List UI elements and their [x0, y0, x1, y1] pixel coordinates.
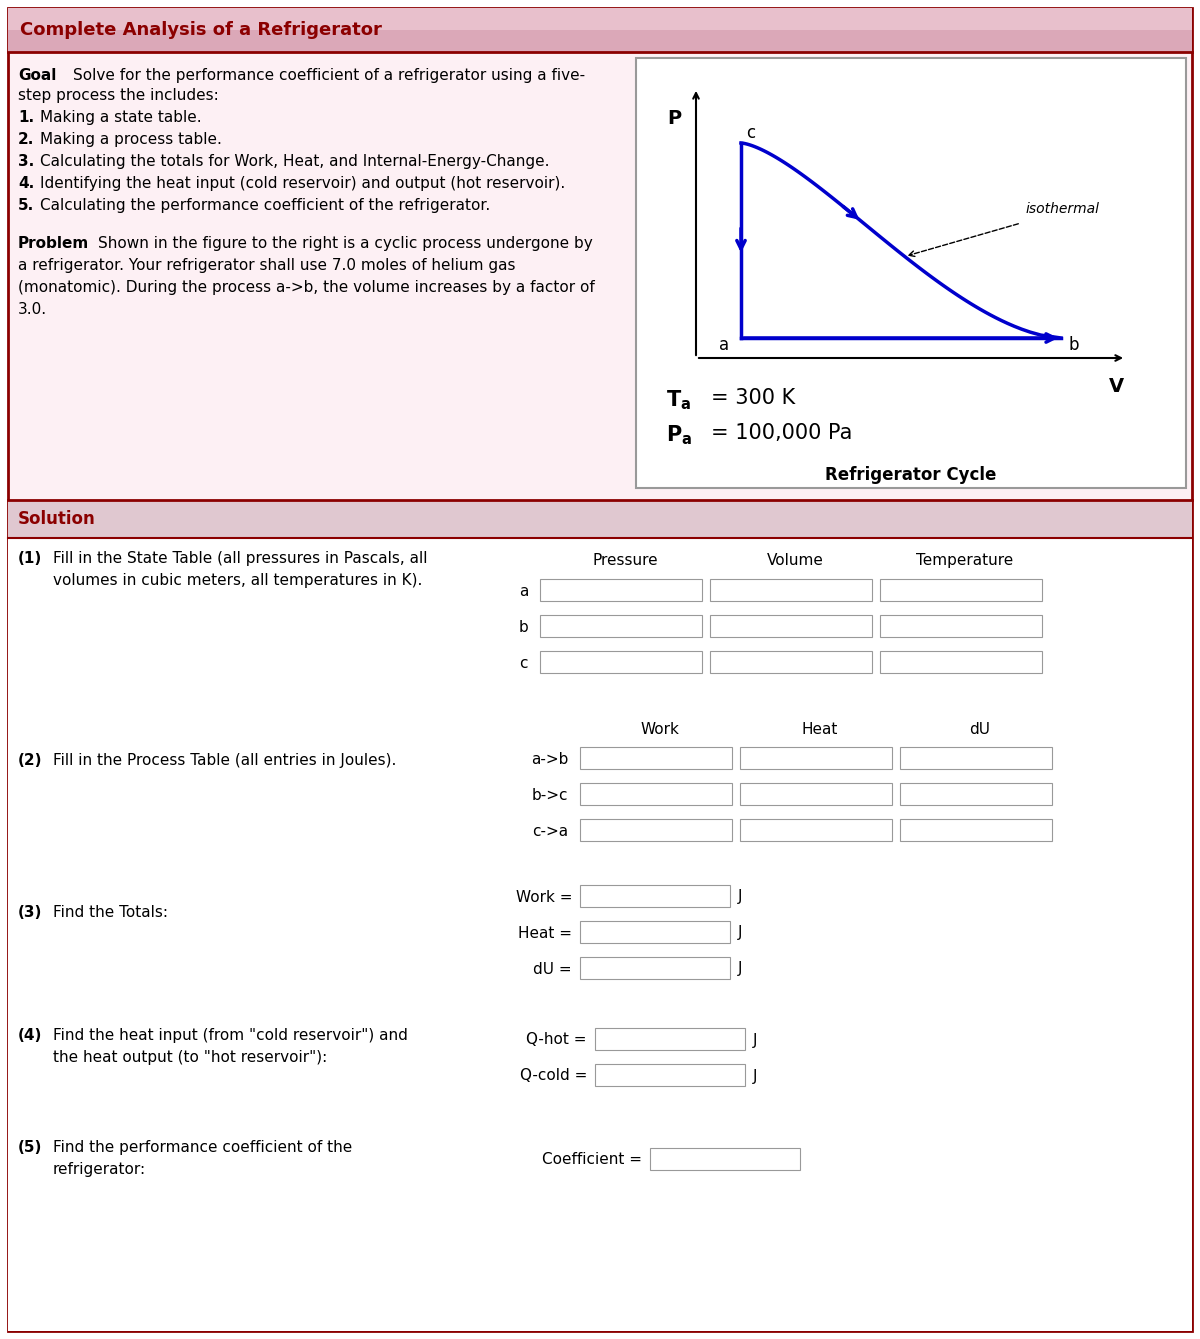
Text: Q-cold =: Q-cold = — [520, 1069, 587, 1083]
Text: the heat output (to "hot reservoir"):: the heat output (to "hot reservoir"): — [53, 1050, 328, 1065]
Bar — [540, 651, 702, 674]
Text: a->b: a->b — [530, 751, 568, 766]
Bar — [580, 747, 732, 769]
Text: a: a — [719, 336, 730, 353]
Bar — [580, 957, 730, 979]
Text: (2): (2) — [18, 753, 42, 769]
Text: Shown in the figure to the right is a cyclic process undergone by: Shown in the figure to the right is a cy… — [98, 236, 593, 250]
Bar — [740, 747, 892, 769]
Text: J: J — [754, 1069, 757, 1083]
Text: Problem: Problem — [18, 236, 89, 250]
Text: (3): (3) — [18, 905, 42, 920]
Text: (1): (1) — [18, 552, 42, 566]
Text: 2.: 2. — [18, 133, 35, 147]
Text: b: b — [1069, 336, 1080, 353]
Text: c: c — [746, 125, 755, 142]
Text: b->c: b->c — [532, 787, 568, 802]
Bar — [880, 651, 1042, 674]
Bar — [580, 783, 732, 805]
Text: (5): (5) — [18, 1139, 42, 1156]
Bar — [595, 1065, 745, 1086]
Text: c: c — [520, 656, 528, 671]
Bar — [8, 499, 1192, 538]
Text: a: a — [518, 584, 528, 599]
Bar — [580, 921, 730, 943]
Text: = 300 K: = 300 K — [710, 388, 796, 408]
Text: Heat =: Heat = — [518, 925, 572, 940]
Text: refrigerator:: refrigerator: — [53, 1162, 146, 1177]
Text: dU =: dU = — [533, 961, 572, 976]
Text: c->a: c->a — [532, 823, 568, 838]
Text: 1.: 1. — [18, 110, 34, 125]
Text: Refrigerator Cycle: Refrigerator Cycle — [826, 466, 997, 483]
Bar — [880, 578, 1042, 601]
Text: Calculating the performance coefficient of the refrigerator.: Calculating the performance coefficient … — [40, 198, 491, 213]
Bar — [710, 578, 872, 601]
Bar — [8, 538, 1192, 1331]
Text: (4): (4) — [18, 1028, 42, 1043]
Text: Pressure: Pressure — [592, 553, 658, 568]
Bar — [740, 783, 892, 805]
Text: Temperature: Temperature — [917, 553, 1014, 568]
Bar — [580, 819, 732, 841]
Text: Calculating the totals for Work, Heat, and Internal-Energy-Change.: Calculating the totals for Work, Heat, a… — [40, 154, 550, 169]
Text: dU: dU — [970, 722, 990, 736]
Bar — [8, 8, 1192, 29]
Text: P: P — [667, 108, 682, 127]
Text: J: J — [738, 961, 743, 976]
Text: 3.0.: 3.0. — [18, 303, 47, 317]
Text: b: b — [518, 620, 528, 635]
Text: isothermal: isothermal — [1026, 202, 1100, 216]
Bar — [710, 615, 872, 637]
Text: Complete Analysis of a Refrigerator: Complete Analysis of a Refrigerator — [20, 21, 382, 39]
Bar — [595, 1028, 745, 1050]
Text: (monatomic). During the process a->b, the volume increases by a factor of: (monatomic). During the process a->b, th… — [18, 280, 595, 295]
Text: a refrigerator. Your refrigerator shall use 7.0 moles of helium gas: a refrigerator. Your refrigerator shall … — [18, 258, 516, 273]
Text: Coefficient =: Coefficient = — [542, 1153, 642, 1168]
Text: Fill in the State Table (all pressures in Pascals, all: Fill in the State Table (all pressures i… — [53, 552, 427, 566]
Text: Find the heat input (from "cold reservoir") and: Find the heat input (from "cold reservoi… — [53, 1028, 408, 1043]
Text: $\mathbf{T}_\mathbf{a}$: $\mathbf{T}_\mathbf{a}$ — [666, 388, 691, 411]
Text: Fill in the Process Table (all entries in Joules).: Fill in the Process Table (all entries i… — [53, 753, 396, 769]
Text: Volume: Volume — [767, 553, 823, 568]
Bar — [636, 58, 1186, 487]
Text: J: J — [738, 925, 743, 940]
Text: step process the includes:: step process the includes: — [18, 88, 218, 103]
Bar — [710, 651, 872, 674]
Text: Goal: Goal — [18, 68, 56, 83]
Bar — [740, 819, 892, 841]
Text: Find the Totals:: Find the Totals: — [53, 905, 168, 920]
Text: 5.: 5. — [18, 198, 35, 213]
Text: Q-hot =: Q-hot = — [527, 1032, 587, 1047]
Text: Heat: Heat — [802, 722, 838, 736]
Text: volumes in cubic meters, all temperatures in K).: volumes in cubic meters, all temperature… — [53, 573, 422, 588]
Bar — [900, 783, 1052, 805]
Bar — [8, 8, 1192, 52]
Text: Making a state table.: Making a state table. — [40, 110, 202, 125]
Bar — [540, 615, 702, 637]
Bar — [650, 1148, 800, 1170]
Text: Solution: Solution — [18, 510, 96, 528]
Text: 3.: 3. — [18, 154, 35, 169]
Text: Find the performance coefficient of the: Find the performance coefficient of the — [53, 1139, 353, 1156]
Text: J: J — [738, 889, 743, 905]
Bar — [580, 885, 730, 907]
Text: 4.: 4. — [18, 175, 35, 191]
Text: = 100,000 Pa: = 100,000 Pa — [710, 423, 852, 443]
Text: $\mathbf{P}_\mathbf{a}$: $\mathbf{P}_\mathbf{a}$ — [666, 423, 692, 447]
Text: Work =: Work = — [516, 889, 572, 905]
Bar — [900, 747, 1052, 769]
Text: J: J — [754, 1032, 757, 1047]
Text: Work: Work — [641, 722, 679, 736]
Bar — [900, 819, 1052, 841]
Text: V: V — [1109, 376, 1123, 395]
Bar — [880, 615, 1042, 637]
Text: Identifying the heat input (cold reservoir) and output (hot reservoir).: Identifying the heat input (cold reservo… — [40, 175, 565, 191]
Text: Making a process table.: Making a process table. — [40, 133, 222, 147]
Bar — [540, 578, 702, 601]
Text: Solve for the performance coefficient of a refrigerator using a five-: Solve for the performance coefficient of… — [73, 68, 586, 83]
